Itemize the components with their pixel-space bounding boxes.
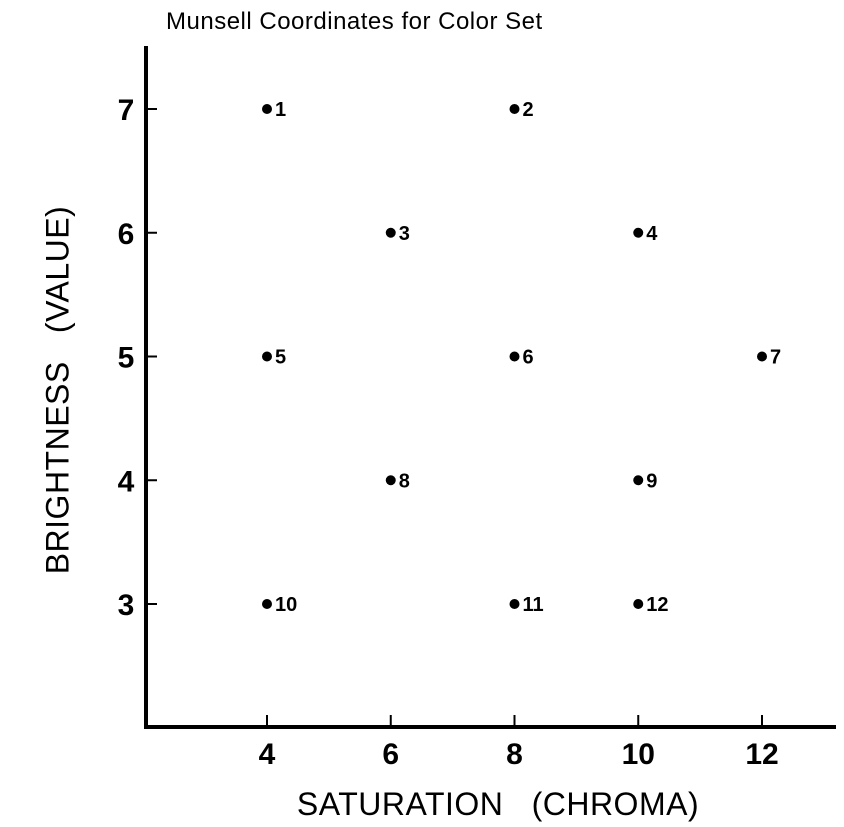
point-label: 7	[770, 347, 781, 369]
data-point-8: 8	[385, 470, 410, 492]
data-point-7: 7	[757, 347, 781, 369]
point-marker-icon	[633, 227, 644, 238]
point-label: 2	[523, 99, 534, 121]
point-label: 3	[399, 223, 410, 245]
point-label: 5	[275, 347, 286, 369]
point-label: 6	[523, 347, 534, 369]
y-tick-label: 3	[118, 589, 135, 622]
point-label: 10	[275, 594, 297, 616]
axes	[144, 46, 836, 729]
x-tick-label: 6	[382, 738, 399, 771]
data-point-5: 5	[262, 347, 286, 369]
point-marker-icon	[262, 599, 272, 609]
x-axis-label: SATURATION (CHROMA)	[296, 786, 700, 822]
data-point-6: 6	[509, 347, 534, 369]
y-tick-label: 7	[118, 94, 135, 127]
chart-title: Munsell Coordinates for Color Set	[166, 8, 543, 35]
x-tick-label: 4	[259, 738, 276, 771]
data-point-9: 9	[633, 470, 657, 492]
point-marker-icon	[385, 475, 396, 486]
point-marker-icon	[757, 351, 767, 362]
y-axis-ticks: 3 4 5 6 7	[118, 94, 157, 622]
point-marker-icon	[385, 227, 396, 238]
point-marker-icon	[509, 104, 520, 114]
point-marker-icon	[633, 475, 644, 486]
data-point-3: 3	[385, 223, 410, 245]
data-point-11: 11	[509, 594, 544, 616]
data-point-2: 2	[509, 99, 534, 121]
data-point-12: 12	[633, 594, 669, 616]
point-label: 11	[523, 594, 544, 616]
x-tick-label: 10	[622, 738, 655, 771]
y-tick-label: 4	[118, 465, 135, 498]
y-tick-label: 6	[118, 218, 135, 251]
x-tick-label: 8	[506, 738, 523, 771]
data-point-10: 10	[262, 594, 297, 616]
point-label: 8	[399, 470, 410, 492]
data-point-4: 4	[633, 223, 658, 245]
data-point-1: 1	[262, 99, 286, 121]
point-label: 9	[646, 470, 657, 492]
point-marker-icon	[633, 599, 644, 609]
point-label: 12	[646, 594, 668, 616]
point-label: 4	[646, 223, 658, 245]
x-tick-label: 12	[745, 738, 778, 771]
data-points: 1 23 45 6 78 910 11 12	[262, 99, 781, 616]
y-tick-label: 5	[118, 342, 135, 375]
point-marker-icon	[509, 599, 520, 609]
point-marker-icon	[262, 104, 272, 114]
point-marker-icon	[262, 351, 272, 362]
point-marker-icon	[509, 351, 520, 362]
x-axis-ticks: 4 6 8 10 12	[259, 715, 779, 771]
point-label: 1	[275, 99, 286, 121]
